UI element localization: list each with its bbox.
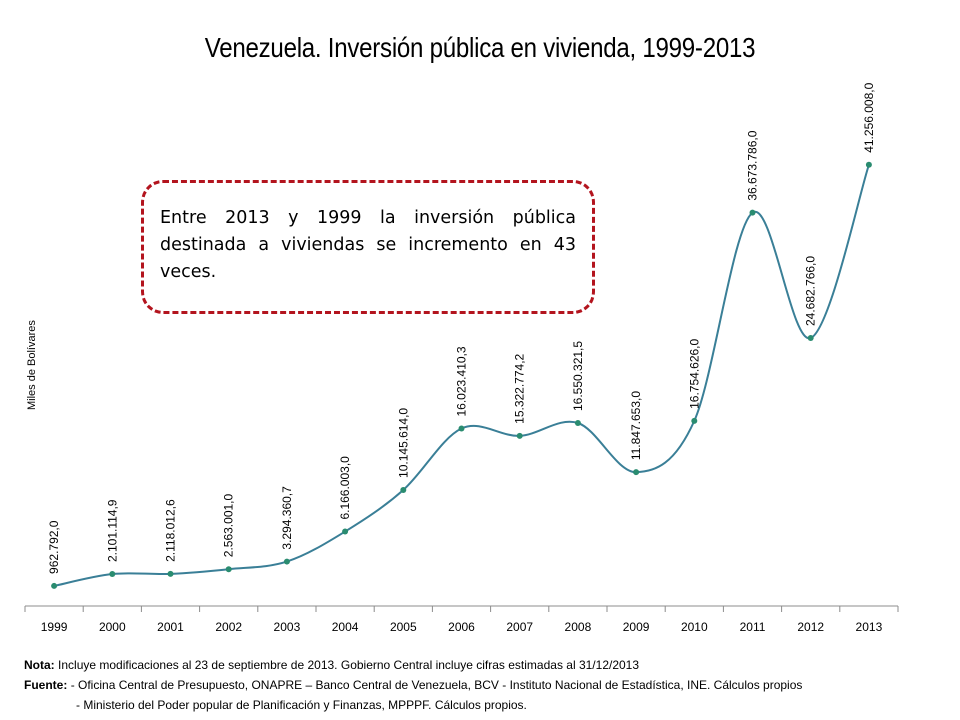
- data-label: 962.792,0: [47, 520, 61, 574]
- x-tick-label: 2005: [390, 620, 417, 634]
- data-labels: 962.792,0 2.101.114,9 2.118.012,6 2.563.001…: [47, 82, 876, 574]
- fuente-line-2: - Ministerio del Poder popular de Planif…: [76, 698, 527, 712]
- x-tick-label: 2011: [740, 620, 766, 634]
- fuente-line-1: - Oficina Central de Presupuesto, ONAPRE…: [70, 678, 803, 692]
- x-tick-label: 2012: [797, 620, 824, 634]
- x-tick-label: 2006: [448, 620, 475, 634]
- x-tick-label: 2008: [565, 620, 592, 634]
- x-tick-label: 1999: [41, 620, 68, 634]
- data-point: [458, 425, 465, 432]
- data-label: 2.118.012,6: [164, 499, 178, 562]
- x-tick-label: 2007: [506, 620, 533, 634]
- data-point: [516, 432, 523, 439]
- data-label: 16.023.410,3: [455, 346, 469, 416]
- data-point: [574, 420, 581, 427]
- data-points: [51, 161, 872, 589]
- data-point: [342, 528, 349, 535]
- data-label: 2.101.114,9: [105, 499, 119, 562]
- x-tick-label: 2000: [99, 620, 126, 634]
- data-label: 3.294.360,7: [280, 486, 294, 550]
- fuente-label: Fuente:: [24, 678, 68, 692]
- data-point: [749, 209, 756, 216]
- data-label: 16.754.626,0: [687, 338, 701, 408]
- x-tick-label: 2010: [681, 620, 708, 634]
- data-point: [225, 566, 232, 573]
- data-label: 15.322.774,2: [513, 353, 527, 423]
- data-point: [51, 582, 58, 589]
- nota-label: Nota:: [24, 658, 55, 672]
- x-tick-label: 2013: [856, 620, 883, 634]
- data-point: [109, 571, 116, 578]
- data-label: 10.145.614,0: [396, 408, 410, 478]
- x-tick-label: 2003: [274, 620, 301, 634]
- nota-text: Incluye modificaciones al 23 de septiemb…: [58, 658, 640, 672]
- data-label: 16.550.321,5: [571, 341, 585, 411]
- x-tick-label: 2002: [215, 620, 242, 634]
- data-point: [167, 570, 174, 577]
- chart-title: Venezuela. Inversión pública en vivienda…: [204, 32, 756, 63]
- data-label: 6.166.003,0: [338, 456, 352, 520]
- fuente-row-2: - Ministerio del Poder popular de Planif…: [24, 695, 802, 715]
- x-tick-label: 2009: [623, 620, 650, 634]
- footnotes: Nota: Incluye modificaciones al 23 de se…: [24, 655, 802, 715]
- data-point: [633, 469, 640, 476]
- nota-row: Nota: Incluye modificaciones al 23 de se…: [24, 655, 802, 675]
- fuente-row: Fuente: - Oficina Central de Presupuesto…: [24, 675, 802, 695]
- data-label: 41.256.008,0: [862, 82, 876, 152]
- data-point: [283, 558, 290, 565]
- data-label: 36.673.786,0: [746, 130, 760, 200]
- callout-box: Entre 2013 y 1999 la inversión pública d…: [141, 180, 595, 314]
- data-label: 11.847.653,0: [629, 391, 643, 461]
- data-label: 2.563.001,0: [222, 493, 236, 557]
- data-label: 24.682.766,0: [804, 256, 818, 326]
- data-point: [400, 486, 407, 493]
- data-point: [691, 417, 698, 424]
- data-point: [807, 335, 814, 342]
- x-tick-label: 2001: [157, 620, 184, 634]
- x-axis: 1999 2000 2001 2002 2003 2004 2005 2006 2007 2008…: [24, 605, 899, 634]
- data-point: [865, 161, 872, 168]
- x-tick-label: 2004: [332, 620, 359, 634]
